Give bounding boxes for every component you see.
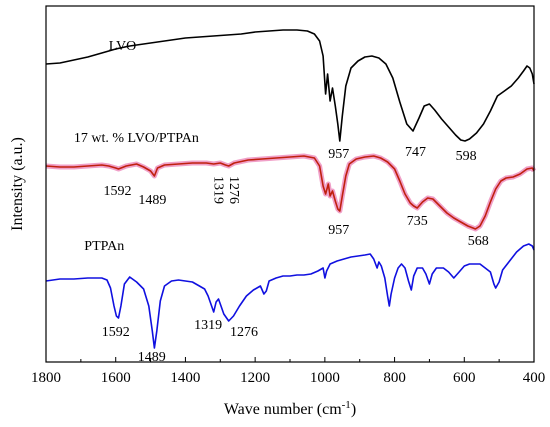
peak-annotation: 1319 (210, 176, 225, 204)
x-tick-label: 1200 (240, 370, 270, 386)
x-tick-label: 1800 (31, 370, 61, 386)
peak-annotation: PTPAn (84, 239, 124, 254)
x-tick-label: 600 (453, 370, 476, 386)
x-axis-ticks: 1800 1600 1400 1200 1000 800 600 400 (31, 357, 545, 386)
peak-annotation: 957 (328, 223, 349, 238)
series-layer (45, 29, 537, 349)
x-axis-title: Wave number (cm-1) (224, 399, 356, 418)
peak-annotation: 568 (468, 234, 489, 249)
x-tick-label: 1400 (170, 370, 200, 386)
x-tick-label: 800 (383, 370, 406, 386)
peak-annotation: 957 (328, 147, 349, 162)
y-axis-title: Intensity (a.u.) (9, 137, 26, 231)
peak-annotation: 1592 (102, 325, 130, 340)
peak-annotation: 747 (405, 145, 426, 160)
series-line-1 (45, 155, 535, 230)
x-tick-label: 1000 (310, 370, 340, 386)
series-line-2 (45, 243, 535, 349)
peak-annotation: 1592 (104, 184, 132, 199)
x-tick-label: 400 (523, 370, 546, 386)
series-line-0 (45, 29, 535, 142)
peak-annotation: 1276 (226, 176, 241, 204)
annotations-layer: LVO 17 wt. % LVO/PTPAn PTPAn 957 747 598 1592 1… (74, 39, 489, 365)
peak-annotation: 17 wt. % LVO/PTPAn (74, 131, 199, 146)
peak-annotation: 1319 (194, 318, 222, 333)
x-tick-label: 1600 (101, 370, 131, 386)
peak-annotation: LVO (109, 39, 137, 54)
peak-annotation: 1276 (230, 325, 258, 340)
peak-annotation: 598 (456, 149, 477, 164)
peak-annotation: 735 (407, 214, 428, 229)
peak-annotation: 1489 (138, 350, 166, 365)
peak-annotation: 1489 (138, 193, 166, 208)
